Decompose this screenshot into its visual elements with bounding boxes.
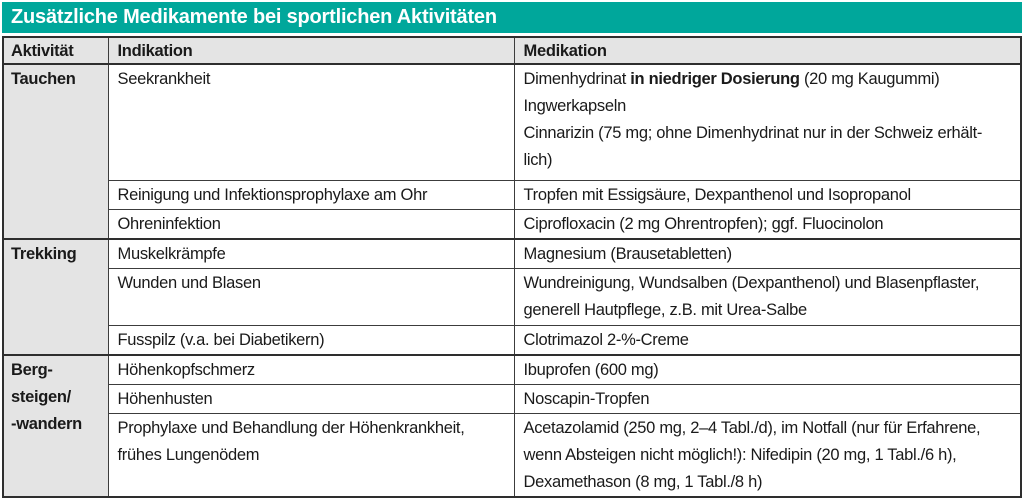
column-header-indication: Indikation [107,36,515,65]
indication-cell: Höhenkopfschmerz [107,353,515,385]
medication-text: Ingwerkapseln Cinnarizin (75 mg; ohne Di… [523,97,983,169]
medication-cell: Magnesium (Brausetabletten) [513,237,1022,269]
medication-cell: Acetazolamid (250 mg, 2–4 Tabl./d), im N… [513,412,1022,497]
activity-cell-bergsteigen: Berg- steigen/ -wandern [2,353,109,497]
column-header-activity: Aktivität [2,36,109,65]
indication-cell: Reinigung und Infektionsprophylaxe am Oh… [107,179,515,210]
page-title: Zusätzliche Medikamente bei sportlichen … [11,6,497,28]
medication-cell: Tropfen mit Essigsäure, Dexpanthenol und… [513,179,1022,210]
table-row: Reinigung und Infektionsprophylaxe am Oh… [3,179,1022,210]
table-row: Trekking Muskelkrämpfe Magnesium (Brause… [2,237,1022,355]
table-title-bar: Zusätzliche Medikamente bei sportlichen … [2,2,1022,33]
indication-cell: Höhenhusten [107,383,515,414]
activity-cell-trekking: Trekking [2,237,109,355]
medication-text: Dimenhydrinat [523,70,631,88]
medication-cell: Wundreinigung, Wundsalben (Dexpanthenol)… [513,267,1022,326]
indication-cell: Wunden und Blasen [107,267,515,326]
activity-cell-tauchen: Tauchen [2,63,109,239]
medication-line-rich: Dimenhydrinat in niedriger Dosierung (20… [524,66,1012,93]
medication-cell: Dimenhydrinat in niedriger Dosierung (20… [513,63,1022,181]
indication-cell: Ohreninfektion [107,208,515,239]
indication-cell: Fusspilz (v.a. bei Diabetikern) [107,324,515,355]
table-row: Höhenhusten Noscapin-Tropfen [3,383,1022,414]
medication-text: (20 mg Kaugummi) [799,70,940,88]
table-row: Berg- steigen/ -wandern Höhenkopfschmerz… [2,353,1022,497]
header-row: Aktivität Indikation Medikation [2,36,1022,65]
table-row: Prophylaxe und Behandlung der Höhenkrank… [3,412,1022,497]
indication-cell: Muskelkrämpfe [107,237,515,269]
medication-text-bold: in niedriger Dosierung [630,70,800,88]
column-header-medication: Medikation [513,36,1022,65]
table-row: Tauchen Seekrankheit Dimenhydrinat in ni… [2,63,1022,239]
indication-cell: Prophylaxe und Behandlung der Höhenkrank… [107,412,515,497]
medication-cell: Ciprofloxacin (2 mg Ohrentropfen); ggf. … [513,208,1022,239]
table-row: Ohreninfektion Ciprofloxacin (2 mg Ohren… [3,208,1022,239]
medication-cell: Noscapin-Tropfen [513,383,1022,414]
table-row: Fusspilz (v.a. bei Diabetikern) Clotrima… [3,324,1022,355]
medication-cell: Clotrimazol 2-%-Creme [513,324,1022,355]
medication-cell: Ibuprofen (600 mg) [513,353,1022,385]
indication-cell: Seekrankheit [107,63,515,181]
medication-table: Aktivität Indikation Medikation Tauchen … [2,36,1022,498]
table-row: Wunden und Blasen Wundreinigung, Wundsal… [3,267,1022,326]
